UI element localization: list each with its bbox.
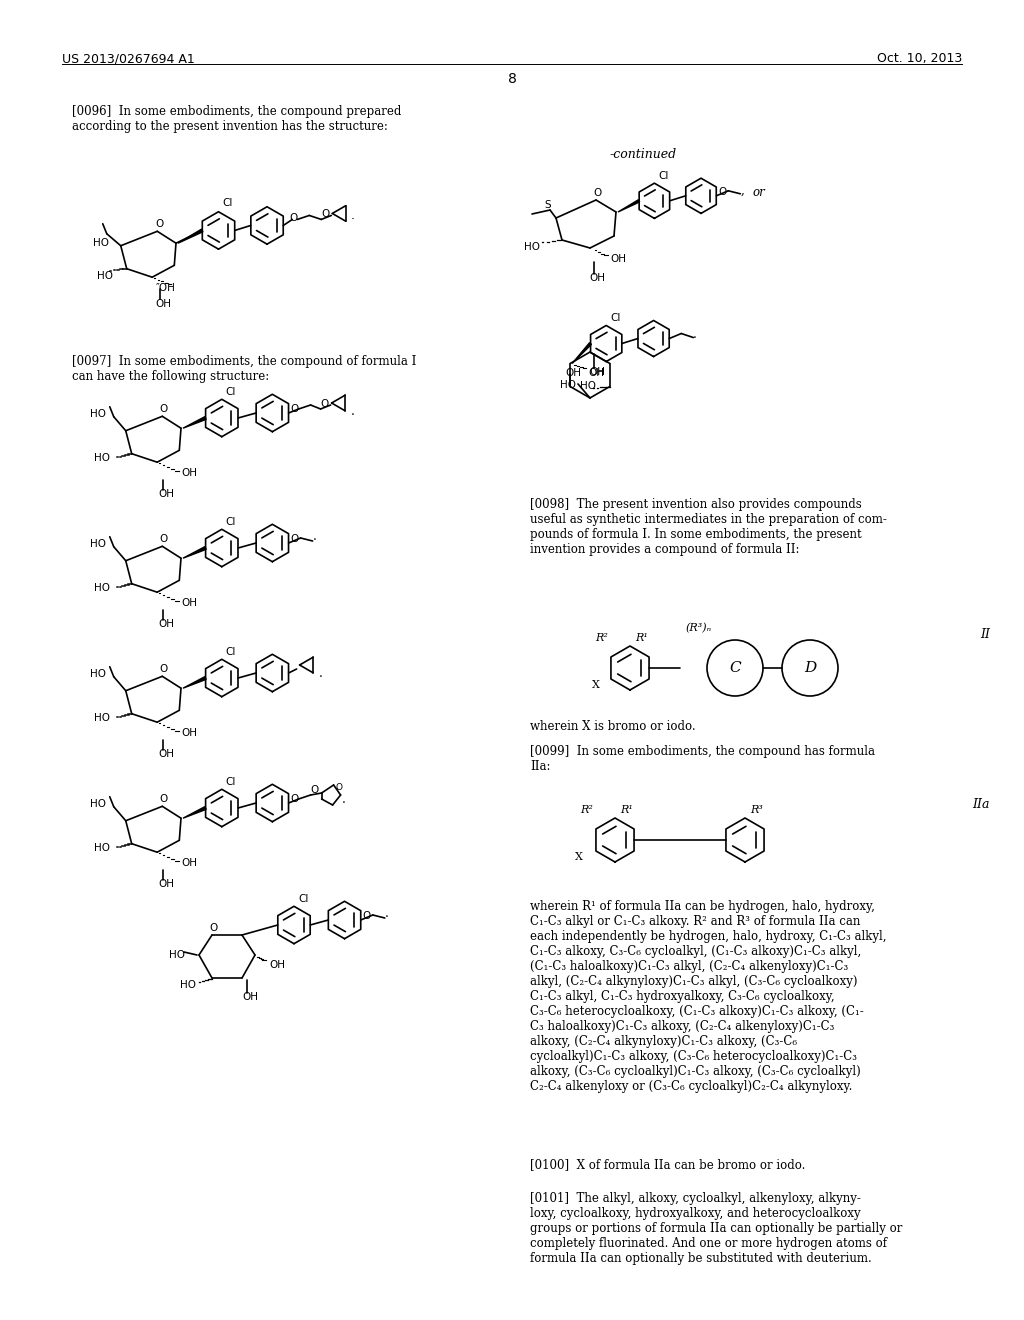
Text: X: X	[592, 680, 600, 690]
Text: O: O	[321, 399, 329, 409]
Text: or: or	[753, 186, 765, 199]
Text: O: O	[160, 664, 168, 675]
Text: HO: HO	[90, 539, 105, 549]
Text: HO: HO	[94, 713, 110, 723]
Text: Cl: Cl	[610, 313, 621, 323]
Text: OH: OH	[181, 729, 198, 738]
Text: OH: OH	[158, 619, 174, 630]
Text: .: .	[385, 907, 389, 920]
Text: O: O	[291, 535, 299, 544]
Text: HO: HO	[524, 242, 540, 252]
Text: wherein X is bromo or iodo.: wherein X is bromo or iodo.	[530, 719, 695, 733]
Text: R¹: R¹	[620, 805, 633, 814]
Text: .: .	[350, 405, 354, 418]
Text: HO: HO	[94, 842, 110, 853]
Text: O: O	[156, 219, 164, 230]
Text: Cl: Cl	[222, 198, 232, 207]
Text: HO: HO	[90, 669, 105, 678]
Text: OH: OH	[158, 750, 174, 759]
Text: US 2013/0267694 A1: US 2013/0267694 A1	[62, 51, 195, 65]
Text: (R³)ₙ: (R³)ₙ	[685, 623, 711, 634]
Text: O: O	[160, 795, 168, 804]
Polygon shape	[178, 230, 203, 243]
Text: OH: OH	[181, 858, 198, 869]
Text: [0098]  The present invention also provides compounds
useful as synthetic interm: [0098] The present invention also provid…	[530, 498, 887, 556]
Text: O: O	[593, 187, 601, 198]
Text: O: O	[310, 785, 318, 795]
Text: .: .	[693, 327, 697, 341]
Text: II: II	[980, 628, 990, 642]
Text: Cl: Cl	[226, 387, 237, 397]
Text: HO: HO	[169, 950, 185, 960]
Text: HO: HO	[93, 238, 109, 248]
Text: HO: HO	[94, 582, 110, 593]
Text: HO: HO	[96, 271, 113, 281]
Text: HO: HO	[180, 979, 196, 990]
Text: R²: R²	[580, 805, 593, 814]
Text: O: O	[160, 404, 168, 414]
Text: O: O	[160, 535, 168, 544]
Text: Cl: Cl	[298, 895, 308, 904]
Text: O: O	[291, 404, 299, 414]
Text: 8: 8	[508, 73, 516, 86]
Text: R³: R³	[750, 805, 763, 814]
Text: .: .	[350, 210, 354, 223]
Polygon shape	[572, 343, 592, 363]
Text: R²: R²	[595, 634, 608, 643]
Text: O: O	[336, 783, 343, 792]
Text: [0097]  In some embodiments, the compound of formula I
can have the following st: [0097] In some embodiments, the compound…	[72, 355, 417, 383]
Text: [0100]  X of formula IIa can be bromo or iodo.: [0100] X of formula IIa can be bromo or …	[530, 1158, 805, 1171]
Text: OH: OH	[589, 367, 605, 378]
Text: O: O	[290, 214, 298, 223]
Text: OH: OH	[181, 598, 198, 609]
Text: O: O	[322, 210, 330, 219]
Text: Oct. 10, 2013: Oct. 10, 2013	[877, 51, 962, 65]
Text: HO: HO	[560, 380, 575, 389]
Text: ,: ,	[740, 183, 744, 197]
Text: Cl: Cl	[226, 647, 237, 657]
Polygon shape	[183, 677, 206, 688]
Text: Cl: Cl	[226, 517, 237, 527]
Text: [0099]  In some embodiments, the compound has formula
IIa:: [0099] In some embodiments, the compound…	[530, 744, 874, 774]
Text: OH: OH	[181, 469, 198, 478]
Text: OH: OH	[156, 300, 171, 309]
Text: Cl: Cl	[226, 777, 237, 787]
Text: -continued: -continued	[610, 148, 677, 161]
Text: wherein R¹ of formula IIa can be hydrogen, halo, hydroxy,
C₁-C₃ alkyl or C₁-C₃ a: wherein R¹ of formula IIa can be hydroge…	[530, 900, 887, 1093]
Text: HO: HO	[580, 381, 596, 392]
Text: D: D	[804, 661, 816, 675]
Text: O: O	[291, 795, 299, 804]
Text: OH: OH	[565, 368, 581, 379]
Text: O: O	[362, 911, 371, 921]
Text: OH: OH	[158, 879, 174, 890]
Text: OH: OH	[242, 993, 258, 1002]
Text: OH: OH	[588, 367, 604, 378]
Text: C: C	[729, 661, 740, 675]
Text: .: .	[318, 667, 323, 680]
Text: R¹: R¹	[635, 634, 648, 643]
Polygon shape	[618, 199, 640, 213]
Text: IIa: IIa	[973, 799, 990, 810]
Polygon shape	[183, 807, 206, 818]
Text: HO: HO	[90, 409, 105, 418]
Text: [0096]  In some embodiments, the compound prepared
according to the present inve: [0096] In some embodiments, the compound…	[72, 106, 401, 133]
Text: OH: OH	[269, 960, 285, 970]
Text: HO: HO	[90, 799, 105, 809]
Text: S: S	[544, 201, 551, 210]
Text: [0101]  The alkyl, alkoxy, cycloalkyl, alkenyloxy, alkyny-
loxy, cycloalkoxy, hy: [0101] The alkyl, alkoxy, cycloalkyl, al…	[530, 1192, 902, 1265]
Polygon shape	[183, 417, 206, 428]
Text: OH: OH	[158, 490, 174, 499]
Text: OH: OH	[610, 253, 626, 264]
Text: HO: HO	[94, 453, 110, 463]
Text: Cl: Cl	[658, 172, 669, 181]
Text: O: O	[209, 923, 217, 933]
Text: ″OH: ″OH	[157, 284, 176, 293]
Text: .: .	[342, 793, 345, 807]
Text: X: X	[575, 851, 583, 862]
Polygon shape	[183, 546, 206, 558]
Text: .: .	[312, 531, 316, 543]
Text: O: O	[719, 187, 727, 197]
Text: OH: OH	[589, 273, 605, 282]
